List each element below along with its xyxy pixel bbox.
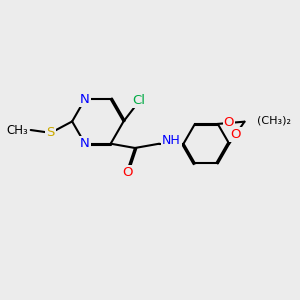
Text: CH₃: CH₃ — [6, 124, 28, 136]
Text: O: O — [230, 128, 241, 141]
Text: N: N — [80, 93, 90, 106]
Text: NH: NH — [162, 134, 181, 147]
Text: O: O — [123, 166, 133, 179]
Text: (CH₃)₂: (CH₃)₂ — [257, 115, 291, 125]
Text: S: S — [46, 126, 55, 140]
Text: O: O — [224, 116, 234, 130]
Text: Cl: Cl — [133, 94, 146, 106]
Text: N: N — [80, 137, 90, 150]
